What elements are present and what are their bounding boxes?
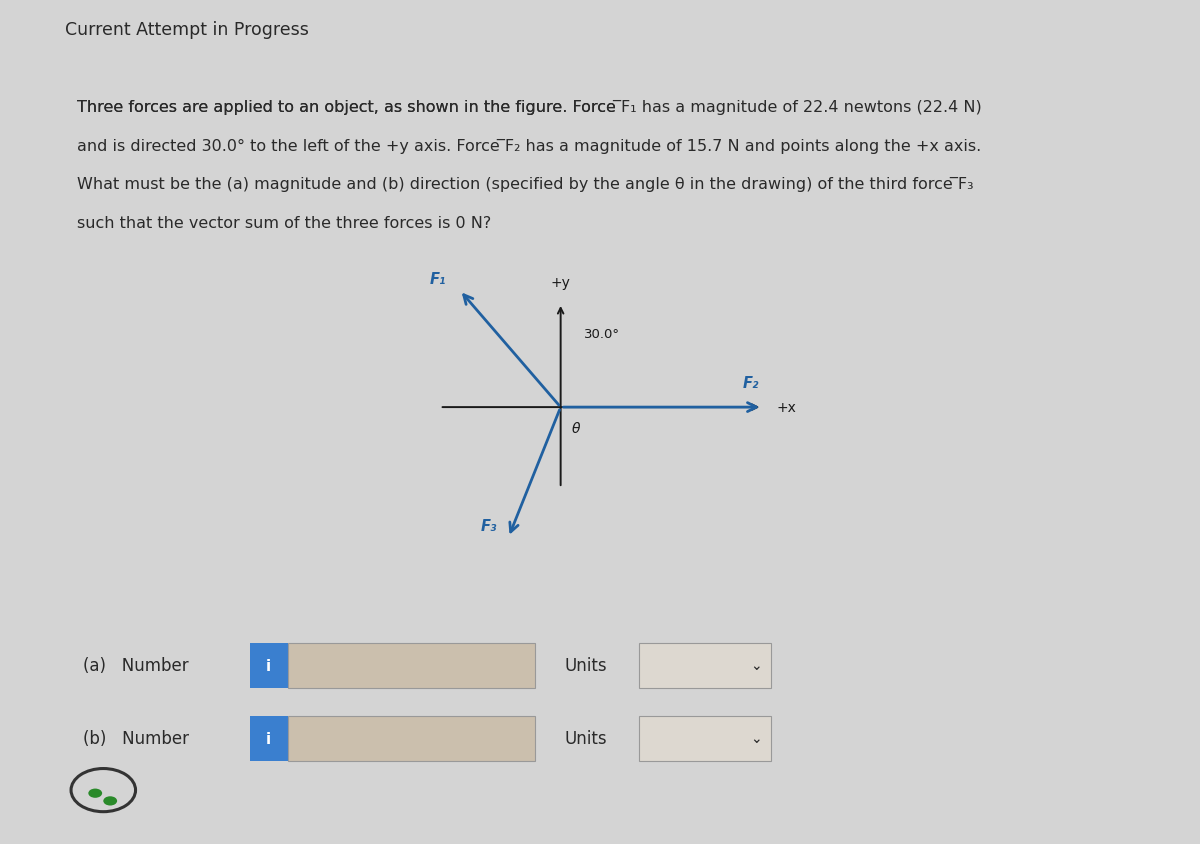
Text: i: i	[266, 658, 271, 673]
Text: Units: Units	[564, 657, 607, 674]
Text: F₂: F₂	[743, 376, 758, 391]
Text: +y: +y	[551, 276, 570, 289]
Text: such that the vector sum of the three forces is 0 N?: such that the vector sum of the three fo…	[77, 215, 491, 230]
Text: and is directed 30.0° to the left of the +y axis. Force ̅F₂ has a magnitude of 1: and is directed 30.0° to the left of the…	[77, 138, 982, 154]
Text: Units: Units	[564, 729, 607, 748]
Text: Three forces are applied to an object, as shown in the figure. Force: Three forces are applied to an object, a…	[77, 100, 620, 115]
Bar	[250, 643, 288, 688]
Text: θ: θ	[572, 421, 581, 436]
Text: Three forces are applied to an object, as shown in the figure. Force ̅F₁ has a m: Three forces are applied to an object, a…	[77, 100, 982, 115]
Text: +x: +x	[776, 401, 796, 414]
Text: (a)   Number: (a) Number	[83, 657, 188, 674]
Bar	[288, 643, 535, 688]
Text: ⌄: ⌄	[751, 732, 762, 745]
Text: ⌄: ⌄	[751, 658, 762, 673]
Bar	[250, 717, 288, 761]
Circle shape	[89, 788, 102, 798]
Circle shape	[103, 797, 118, 805]
Bar	[638, 717, 772, 761]
Text: i: i	[266, 731, 271, 746]
Bar	[288, 717, 535, 761]
Text: Current Attempt in Progress: Current Attempt in Progress	[65, 21, 310, 40]
Text: (b)   Number: (b) Number	[83, 729, 188, 748]
Text: What must be the (a) magnitude and (b) direction (specified by the angle θ in th: What must be the (a) magnitude and (b) d…	[77, 177, 973, 192]
Text: F₁: F₁	[430, 272, 446, 287]
Text: 30.0°: 30.0°	[583, 328, 619, 341]
Text: F₃: F₃	[480, 518, 497, 533]
Bar	[638, 643, 772, 688]
